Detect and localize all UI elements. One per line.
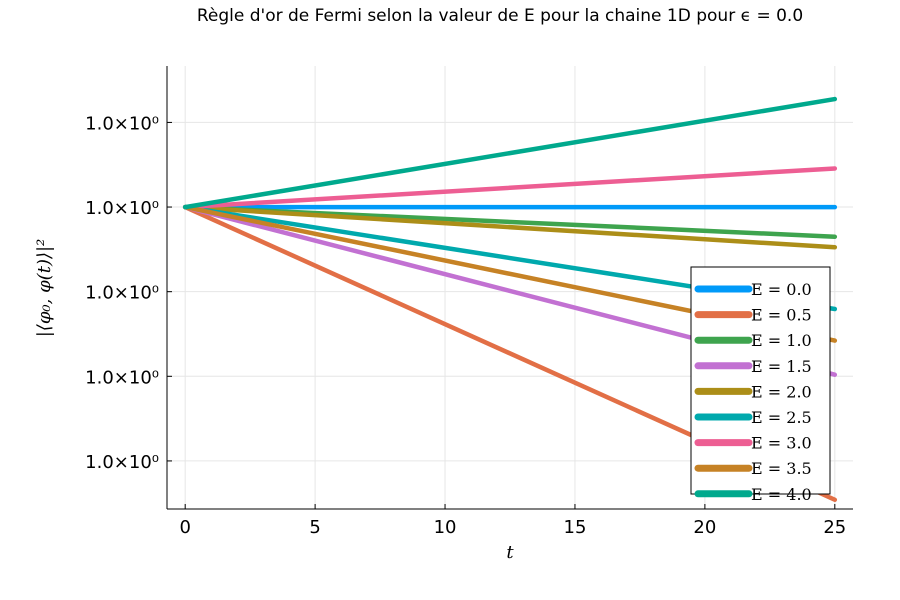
y-tick-label: 1.0×10⁰ [85,113,159,134]
legend-label: E = 3.5 [751,459,812,478]
y-tick-label: 1.0×10⁰ [85,283,159,304]
axis-ticks: 0 5 10 15 20 25 1.0×10⁰ 1.0×10⁰ 1.0×10⁰ 1.0×10⁰ 1.… [85,113,846,538]
x-tick-label: 5 [309,517,320,538]
legend-box [690,266,831,495]
legend-label: E = 4.0 [751,485,812,504]
legend-label: E = 0.5 [751,306,812,325]
legend: E = 0.0 E = 0.5 E = 1.0 E = 1.5 E = 2.0 E = 2… [690,266,831,504]
y-tick-label: 1.0×10⁰ [85,452,159,473]
x-tick-label: 20 [693,517,716,538]
x-axis-label: t [506,542,514,563]
legend-label: E = 3.0 [751,434,812,453]
legend-label: E = 0.0 [751,280,812,299]
x-tick-label: 15 [564,517,587,538]
series-line [182,166,838,210]
y-axis-label: |⟨φ₀, φ(t)⟩|² [34,239,55,338]
legend-label: E = 1.0 [751,331,812,350]
chart-title: Règle d'or de Fermi selon la valeur de E… [196,6,804,26]
axes [166,66,853,510]
legend-label: E = 2.0 [751,382,812,401]
y-tick-label: 1.0×10⁰ [85,367,159,388]
series-line [182,204,838,250]
legend-label: E = 1.5 [751,357,812,376]
x-tick-label: 25 [823,517,846,538]
legend-label: E = 2.5 [751,408,812,427]
x-tick-label: 10 [434,517,457,538]
y-tick-label: 1.0×10⁰ [85,198,159,219]
series-line [182,96,838,210]
x-tick-label: 0 [179,517,190,538]
